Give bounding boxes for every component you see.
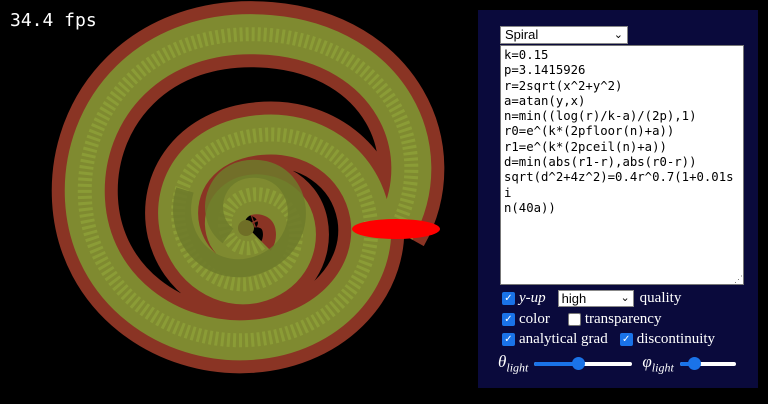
theta-subscript: light xyxy=(506,360,529,375)
row-yup-quality: ✓ y-up high ⌄ quality xyxy=(502,290,681,307)
equation-editor[interactable]: k=0.15 p=3.1415926 r=2sqrt(x^2+y^2) a=atan(… xyxy=(500,45,744,285)
transparency-label: transparency xyxy=(584,311,662,327)
equation-line: r=2sqrt(x^2+y^2) xyxy=(504,78,623,93)
spiral-shell xyxy=(51,1,445,374)
row-color-transparency: ✓ color transparency xyxy=(502,311,661,328)
phi-slider-fill xyxy=(679,361,694,366)
equation-line: r1=e^(k*(2pceil(n)+a)) xyxy=(504,139,667,154)
transparency-checkbox[interactable] xyxy=(567,313,581,326)
row-light-sliders: θlight φlight xyxy=(498,352,736,375)
tube-cross-section xyxy=(352,219,440,239)
equation-line: k=0.15 xyxy=(504,48,549,62)
yup-label: y-up xyxy=(519,290,546,306)
color-label: color xyxy=(519,311,550,327)
phi-slider-thumb[interactable] xyxy=(687,356,701,370)
equation-line: n=min((log(r)/k-a)/(2p),1) xyxy=(504,109,697,124)
equation-line: sqrt(d^2+4z^2)=0.4r^0.7(1+0.01si xyxy=(504,170,734,200)
fps-counter: 34.4 fps xyxy=(10,10,97,31)
spiral-render-canvas[interactable] xyxy=(0,0,470,404)
preset-select[interactable]: Spiral ⌄ xyxy=(500,26,628,44)
resize-grip-icon[interactable]: ⋰ xyxy=(734,274,743,284)
discontinuity-label: discontinuity xyxy=(636,331,716,347)
phi-light-label: φlight xyxy=(642,352,673,375)
theta-light-slider[interactable] xyxy=(534,356,633,371)
equation-line: a=atan(y,x) xyxy=(504,93,586,108)
preset-value: Spiral xyxy=(505,27,539,42)
phi-light-slider[interactable] xyxy=(679,356,736,371)
color-checkbox[interactable]: ✓ xyxy=(502,313,515,326)
theta-symbol: θ xyxy=(498,352,507,371)
equation-line: r0=e^(k*(2pfloor(n)+a)) xyxy=(504,124,675,139)
equation-line: n(40a)) xyxy=(504,200,556,215)
phi-symbol: φ xyxy=(642,352,652,371)
yup-checkbox[interactable]: ✓ xyxy=(502,292,515,305)
chevron-down-icon: ⌄ xyxy=(613,29,623,41)
theta-slider-thumb[interactable] xyxy=(572,356,586,370)
equation-line: d=min(abs(r1-r),abs(r0-r)) xyxy=(504,155,697,170)
equation-line: p=3.1415926 xyxy=(504,63,586,78)
quality-select[interactable]: high ⌄ xyxy=(557,290,634,307)
theta-slider-fill xyxy=(534,361,579,366)
phi-subscript: light xyxy=(651,360,674,375)
theta-light-label: θlight xyxy=(498,352,528,375)
row-grad-discontinuity: ✓ analytical grad ✓ discontinuity xyxy=(502,331,715,348)
quality-value: high xyxy=(561,291,587,306)
analytical-grad-checkbox[interactable]: ✓ xyxy=(502,333,515,346)
chevron-down-icon: ⌄ xyxy=(620,292,630,304)
analytical-grad-label: analytical grad xyxy=(519,331,608,347)
control-panel: Spiral ⌄ k=0.15 p=3.1415926 r=2sqrt(x^2+y^… xyxy=(478,10,758,388)
discontinuity-checkbox[interactable]: ✓ xyxy=(619,333,633,346)
quality-label: quality xyxy=(639,290,682,306)
